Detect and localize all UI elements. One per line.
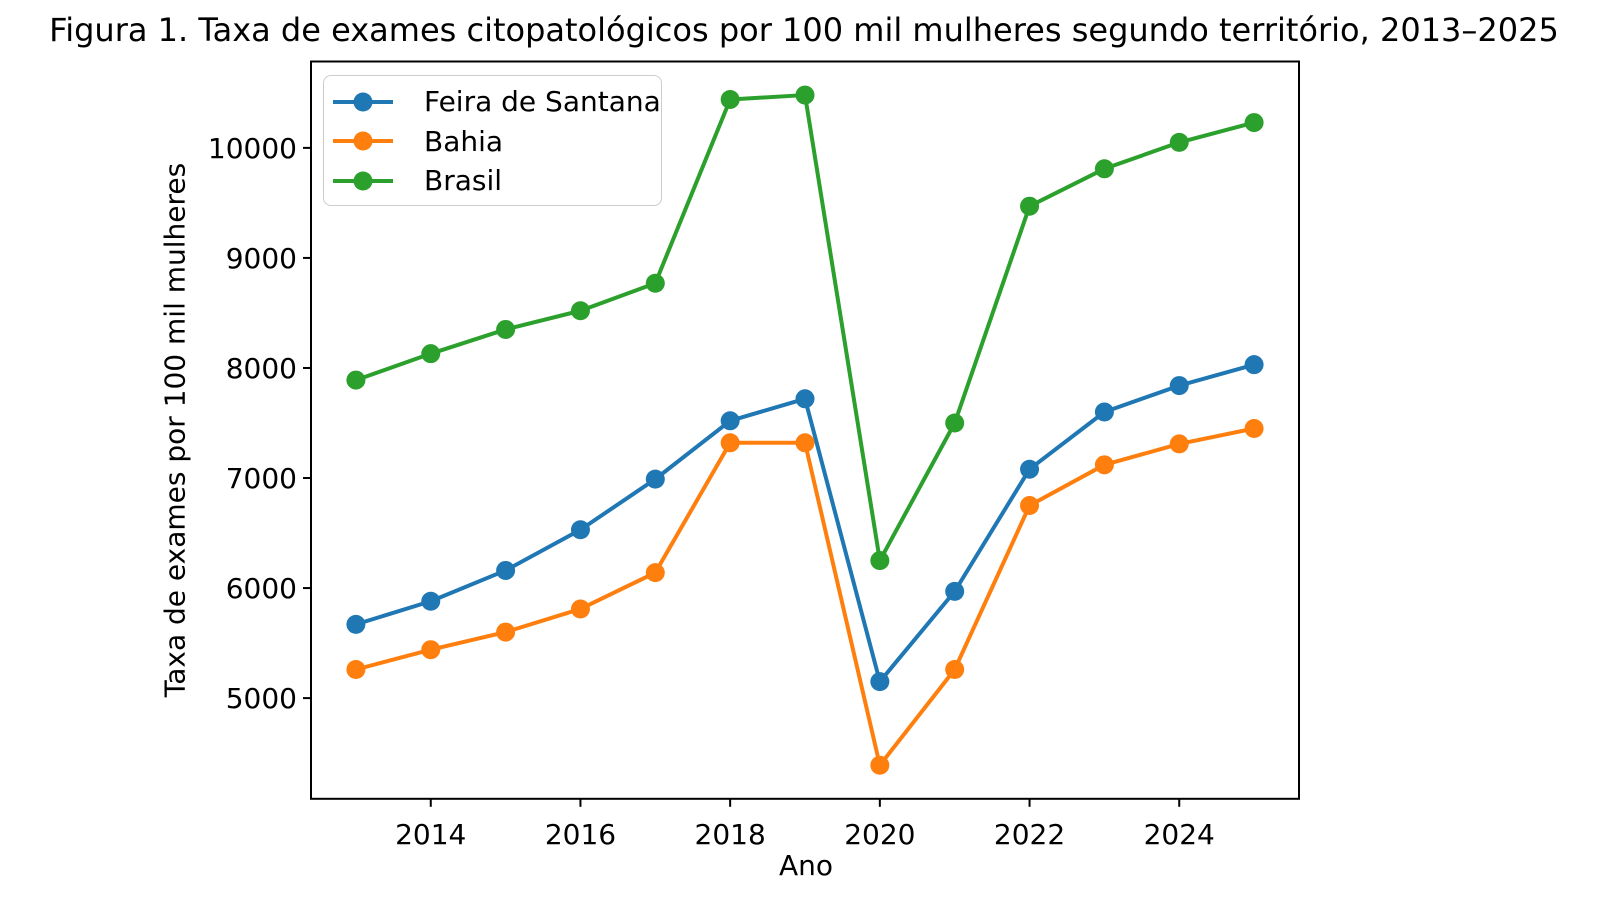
- y-tick-label: 9000: [226, 242, 297, 275]
- y-axis: 5000 6000 7000 8000 9000 10000: [208, 132, 311, 715]
- data-point-marker: [1169, 132, 1189, 152]
- data-point-marker: [645, 469, 665, 489]
- data-point-marker: [645, 563, 665, 583]
- data-point-marker: [421, 591, 441, 611]
- legend-swatch-icon: [333, 92, 393, 112]
- x-tick-label: 2022: [994, 818, 1065, 851]
- data-point-marker: [1020, 459, 1040, 479]
- x-axis-label: Ano: [778, 849, 834, 882]
- x-tick-label: 2024: [1144, 818, 1215, 851]
- legend-swatch-icon: [333, 171, 393, 191]
- y-tick-label: 7000: [226, 462, 297, 495]
- data-point-marker: [1094, 159, 1114, 179]
- data-point-marker: [570, 301, 590, 321]
- data-point-marker: [720, 411, 740, 431]
- y-tick-label: 5000: [226, 682, 297, 715]
- legend: Feira de Santana Bahia Brasil: [323, 75, 662, 206]
- series-brasil: [346, 85, 1264, 571]
- legend-item: Feira de Santana: [333, 82, 661, 122]
- data-point-marker: [870, 755, 890, 775]
- data-point-marker: [496, 319, 516, 339]
- x-tick-label: 2016: [545, 818, 616, 851]
- data-point-marker: [570, 599, 590, 619]
- data-point-marker: [795, 389, 815, 409]
- series-feira-de-santana: [346, 355, 1264, 692]
- data-point-marker: [496, 560, 516, 580]
- x-axis: 2014 2016 2018 2020 2022 2024: [395, 798, 1215, 851]
- legend-item: Brasil: [333, 161, 661, 201]
- legend-label: Feira de Santana: [424, 85, 661, 119]
- x-tick-label: 2014: [395, 818, 466, 851]
- legend-item: Bahia: [333, 122, 661, 162]
- data-point-marker: [1094, 402, 1114, 422]
- y-tick-label: 10000: [208, 132, 297, 165]
- data-point-marker: [1020, 196, 1040, 216]
- series-line: [355, 426, 1255, 768]
- data-point-marker: [945, 413, 965, 433]
- legend-marker: [353, 131, 373, 151]
- data-point-marker: [720, 433, 740, 453]
- legend-marker: [353, 171, 373, 191]
- legend-label: Bahia: [424, 124, 504, 158]
- data-point-marker: [346, 659, 366, 679]
- data-point-marker: [870, 672, 890, 692]
- data-point-marker: [496, 622, 516, 642]
- data-point-marker: [421, 344, 441, 364]
- series-bahia: [346, 418, 1264, 775]
- data-point-marker: [421, 640, 441, 660]
- data-point-marker: [346, 370, 366, 390]
- data-point-marker: [870, 551, 890, 571]
- legend-label: Brasil: [424, 164, 503, 198]
- y-tick-label: 6000: [226, 572, 297, 605]
- data-point-marker: [570, 520, 590, 540]
- data-point-marker: [346, 614, 366, 634]
- data-point-marker: [1244, 355, 1264, 375]
- data-point-marker: [1244, 113, 1264, 133]
- data-point-marker: [945, 659, 965, 679]
- legend-marker: [353, 92, 373, 112]
- legend-swatch-icon: [333, 131, 393, 151]
- chart-title: Figura 1. Taxa de exames citopatológicos…: [49, 11, 1559, 49]
- data-point-marker: [1169, 376, 1189, 396]
- data-point-marker: [795, 433, 815, 453]
- data-point-marker: [1020, 496, 1040, 516]
- x-tick-label: 2020: [844, 818, 915, 851]
- data-point-marker: [1169, 434, 1189, 454]
- data-point-marker: [945, 581, 965, 601]
- axes-frame: [310, 60, 1300, 800]
- y-tick-label: 8000: [226, 352, 297, 385]
- data-point-marker: [720, 89, 740, 109]
- data-point-marker: [795, 85, 815, 105]
- data-point-marker: [1244, 418, 1264, 438]
- data-point-marker: [1094, 455, 1114, 475]
- data-point-marker: [645, 273, 665, 293]
- x-tick-label: 2018: [695, 818, 766, 851]
